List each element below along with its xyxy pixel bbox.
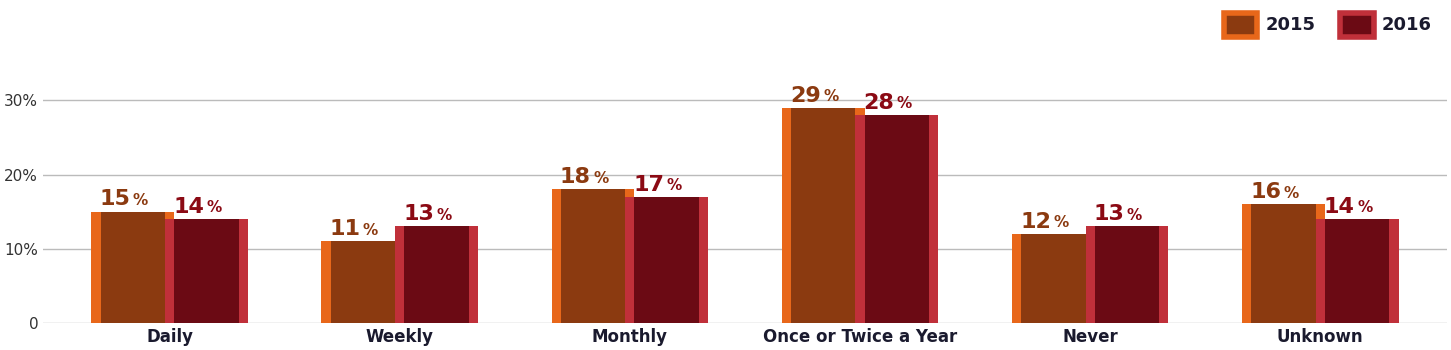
Text: 16: 16 <box>1251 182 1281 202</box>
Text: 17: 17 <box>634 175 665 195</box>
Bar <box>625 197 708 323</box>
Bar <box>1022 234 1085 323</box>
Bar <box>322 241 405 323</box>
Text: 11: 11 <box>329 219 361 239</box>
Bar <box>791 108 856 323</box>
Text: %: % <box>897 97 913 111</box>
Bar <box>551 189 634 323</box>
Bar <box>634 197 699 323</box>
Text: 18: 18 <box>560 167 591 187</box>
Bar <box>562 189 625 323</box>
Text: 13: 13 <box>403 204 434 224</box>
Bar <box>782 108 865 323</box>
Text: %: % <box>823 89 839 104</box>
Bar <box>856 115 939 323</box>
Text: %: % <box>593 171 608 186</box>
Bar <box>331 241 395 323</box>
Bar <box>165 219 248 323</box>
Bar <box>91 212 174 323</box>
Text: %: % <box>1127 208 1142 223</box>
Bar <box>865 115 929 323</box>
Bar <box>1011 234 1094 323</box>
Bar <box>1085 226 1168 323</box>
Legend: 2015, 2016: 2015, 2016 <box>1217 7 1438 43</box>
Text: %: % <box>1357 200 1373 215</box>
Bar <box>1325 219 1389 323</box>
Text: 29: 29 <box>791 85 821 105</box>
Text: %: % <box>133 193 148 208</box>
Text: 15: 15 <box>100 189 131 209</box>
Text: 28: 28 <box>863 93 894 113</box>
Bar <box>405 226 469 323</box>
Text: %: % <box>437 208 451 223</box>
Bar <box>1316 219 1399 323</box>
Text: %: % <box>1284 186 1299 201</box>
Bar <box>174 219 238 323</box>
Text: %: % <box>363 223 379 238</box>
Bar <box>1242 204 1325 323</box>
Text: %: % <box>206 200 222 215</box>
Bar <box>100 212 165 323</box>
Text: 14: 14 <box>1323 197 1355 217</box>
Bar <box>395 226 477 323</box>
Bar <box>1251 204 1316 323</box>
Text: %: % <box>666 178 682 193</box>
Text: %: % <box>1053 215 1068 230</box>
Text: 13: 13 <box>1094 204 1125 224</box>
Text: 12: 12 <box>1020 212 1051 232</box>
Bar <box>1094 226 1159 323</box>
Text: 14: 14 <box>173 197 205 217</box>
